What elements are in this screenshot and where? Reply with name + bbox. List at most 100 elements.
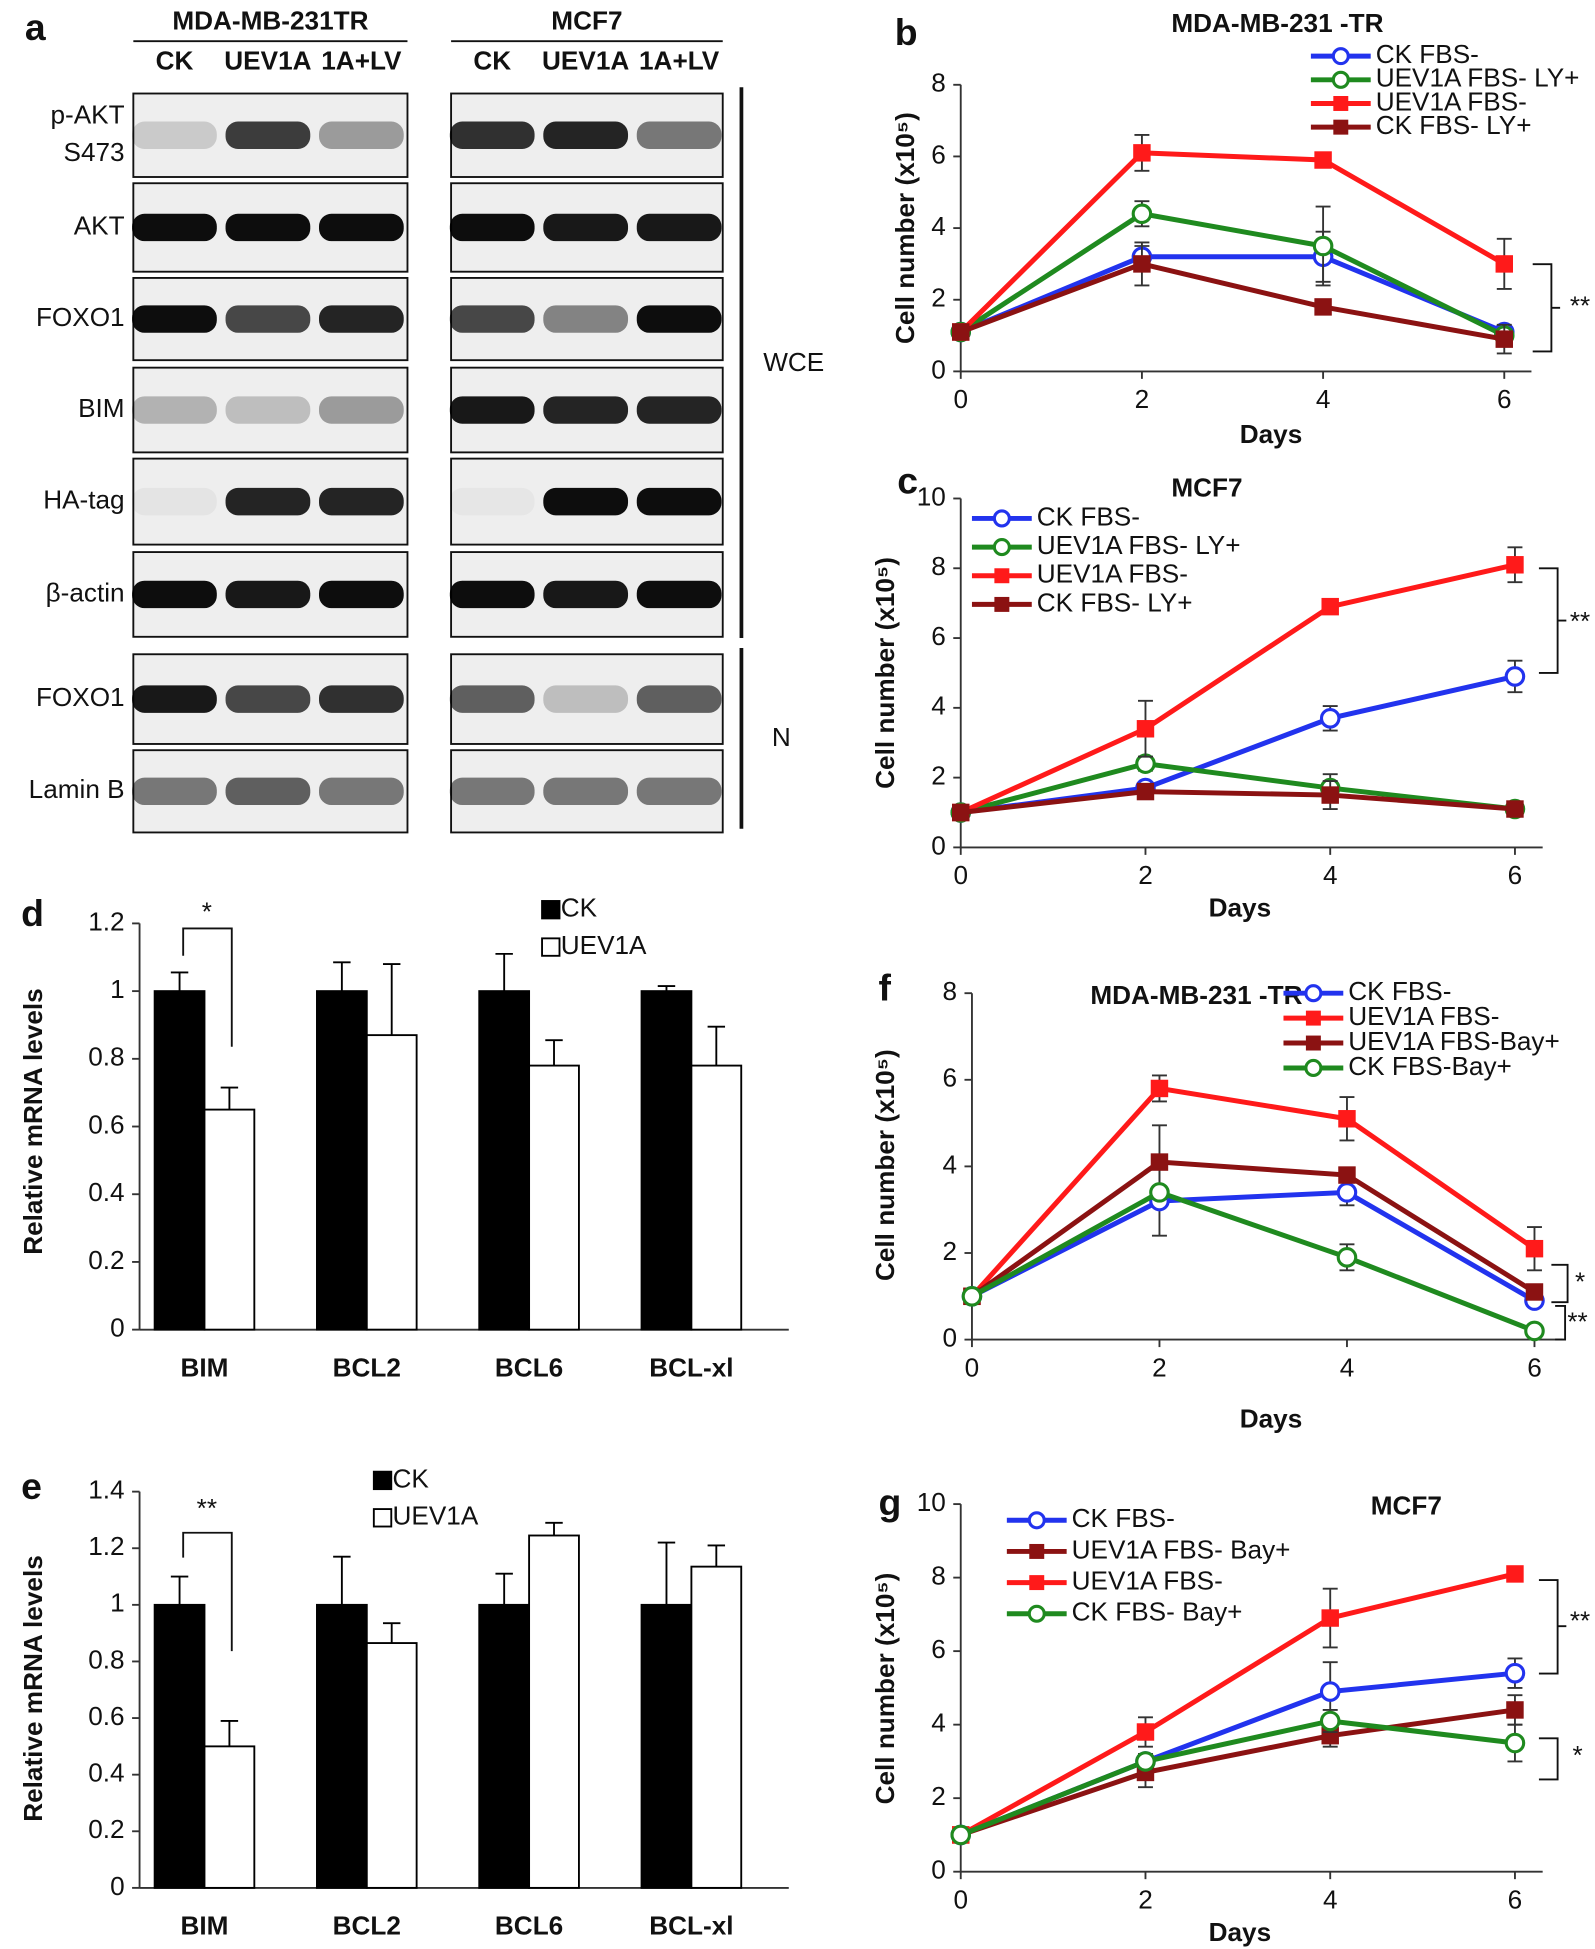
legend-marker <box>1027 1511 1046 1530</box>
data-point <box>1524 1320 1545 1342</box>
data-point <box>952 803 970 822</box>
band <box>225 396 311 424</box>
series-line <box>958 150 1506 334</box>
bar <box>478 1603 531 1889</box>
x-axis-label: Days <box>1240 1404 1303 1434</box>
y-tick-label: 0.4 <box>88 1758 124 1788</box>
y-tick-label: 2 <box>942 1236 957 1266</box>
legend-marker <box>1305 1010 1321 1026</box>
panel-label: f <box>878 967 891 1009</box>
band <box>636 213 722 242</box>
legend-marker <box>992 538 1011 557</box>
x-tick-label: 4 <box>1323 860 1338 890</box>
y-tick-label: 4 <box>931 691 946 721</box>
band <box>450 488 535 515</box>
data-point <box>1495 255 1513 273</box>
bar <box>153 1603 206 1889</box>
legend-swatch <box>541 900 561 920</box>
bar <box>478 990 531 1331</box>
bar <box>203 1745 256 1889</box>
band <box>225 121 311 149</box>
x-axis-label: Days <box>1209 893 1272 923</box>
legend-label: CK FBS- <box>1072 1503 1175 1533</box>
data-point <box>1525 1283 1544 1301</box>
x-tick-label: BCL6 <box>495 1352 563 1382</box>
legend-label: UEV1A FBS- LY+ <box>1376 63 1580 93</box>
bar <box>640 1603 693 1889</box>
x-tick-label: BCL-xl <box>649 1911 733 1941</box>
legend-label: CK FBS- <box>1348 976 1451 1006</box>
y-tick-label: 2 <box>931 761 946 791</box>
legend-label: CK FBS- <box>1376 39 1479 69</box>
data-point <box>1319 1681 1341 1702</box>
band <box>449 777 535 806</box>
significance-bracket <box>1532 263 1561 353</box>
y-tick-label: 4 <box>931 211 946 241</box>
x-tick-label: BCL2 <box>333 1352 401 1382</box>
y-tick-label: 2 <box>931 1781 946 1811</box>
significance-bracket <box>1555 1305 1567 1341</box>
error-bar <box>495 952 513 992</box>
legend-marker <box>994 568 1010 584</box>
chart: d Relative mRNA levels 0 0.2 0.4 0.6 0.8 1 1.2 BI… <box>18 892 789 1382</box>
x-tick-label: 6 <box>1497 384 1512 414</box>
series-line <box>960 761 1516 815</box>
y-tick-label: 1 <box>110 1588 125 1618</box>
series-line <box>959 562 1516 815</box>
y-tick-label: 6 <box>931 1634 946 1664</box>
legend-label: UEV1A FBS-Bay+ <box>1348 1026 1560 1056</box>
panel-label: e <box>21 1465 42 1507</box>
chart-title: MCF7 <box>1171 473 1242 503</box>
data-point <box>1506 1701 1524 1719</box>
legend-label: UEV1A FBS- <box>1376 86 1527 116</box>
x-tick-label: 6 <box>1508 860 1523 890</box>
y-tick-label: 8 <box>931 1561 946 1591</box>
band <box>132 580 217 609</box>
y-tick-label: 8 <box>942 976 957 1006</box>
series-line <box>970 1085 1536 1298</box>
band <box>449 396 535 424</box>
x-tick-label: 0 <box>953 384 968 414</box>
chart: f MDA-MB-231 -TR Cell number (x10⁵) Days 0 2 4… <box>870 967 1588 1434</box>
legend-label: CK FBS- LY+ <box>1037 587 1193 617</box>
band <box>636 121 722 149</box>
band <box>543 777 629 806</box>
error-bar <box>545 1521 563 1536</box>
data-point <box>1312 235 1334 257</box>
data-point <box>1314 298 1332 316</box>
band <box>319 121 404 149</box>
annotation: ** <box>1570 1605 1590 1635</box>
data-point <box>1504 666 1526 687</box>
significance-bracket <box>1538 1737 1559 1781</box>
y-tick-label: 1.2 <box>88 1531 124 1561</box>
group-label: MCF7 <box>551 5 622 35</box>
band <box>132 777 217 806</box>
band <box>636 685 722 713</box>
chart-title: MCF7 <box>1371 1491 1442 1521</box>
blot-box <box>132 366 409 454</box>
band <box>319 685 404 713</box>
series-line <box>959 254 1506 335</box>
legend-label: CK FBS- Bay+ <box>1072 1597 1243 1627</box>
x-tick-label: 2 <box>1152 1352 1167 1382</box>
x-tick-label: 0 <box>953 860 968 890</box>
data-point <box>1506 800 1524 818</box>
data-point <box>1319 1710 1341 1732</box>
y-tick-label: 1.2 <box>88 906 124 936</box>
band <box>449 213 535 242</box>
y-axis-label: Relative mRNA levels <box>18 1555 48 1822</box>
panel-label: a <box>25 6 47 48</box>
legend-label: UEV1A <box>393 1501 479 1531</box>
bar <box>153 990 206 1331</box>
series-line <box>959 1571 1516 1838</box>
legend-label: UEV1A FBS- <box>1072 1566 1223 1596</box>
x-tick-label: 6 <box>1527 1352 1542 1382</box>
band <box>449 305 535 333</box>
y-tick-label: 1 <box>110 974 125 1004</box>
band <box>319 213 404 242</box>
band <box>636 396 722 424</box>
annotation: * <box>1575 1266 1585 1296</box>
series-line <box>970 1189 1536 1303</box>
legend-label: CK <box>561 893 598 923</box>
